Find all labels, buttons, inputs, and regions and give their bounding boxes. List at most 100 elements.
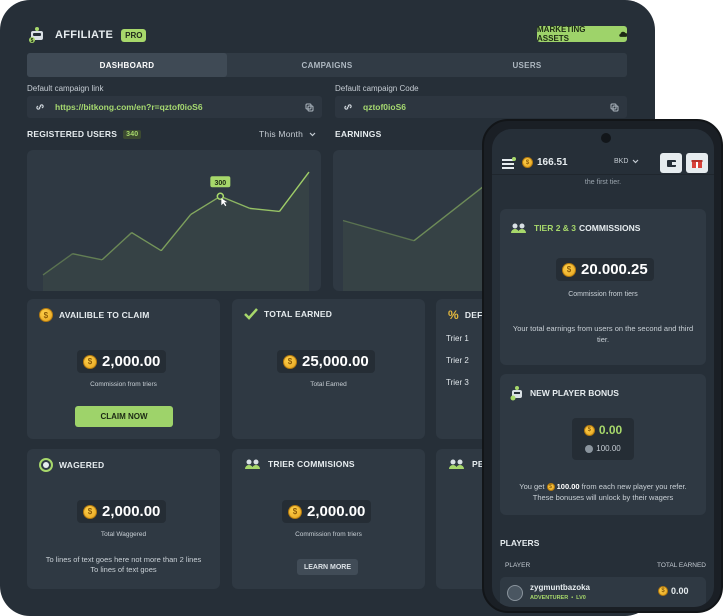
phone-frame: $ 166.51 BKD the first tier. TIER 2 & 3 …: [482, 119, 723, 613]
phone-topbar: $ 166.51 BKD: [492, 129, 714, 175]
wallet-balance: $ 166.51: [522, 157, 568, 168]
currency-select[interactable]: BKD: [614, 158, 639, 165]
trier-1: Trier 1: [446, 334, 469, 343]
trier-2: Trier 2: [446, 356, 469, 365]
avatar: [507, 585, 523, 601]
total-earned-value: 25,000.00: [302, 353, 369, 370]
users-group-icon: [511, 223, 526, 233]
cloud-download-icon: [618, 31, 627, 37]
link-icon: [344, 104, 352, 110]
wager-chip-icon: [39, 458, 53, 472]
campaign-link-label: Default campaign link: [27, 84, 104, 93]
gift-icon: [691, 160, 703, 168]
chart-segment: [220, 195, 251, 210]
total-earned-amount: $ 25,000.00: [277, 350, 375, 373]
chart-segment: [72, 253, 103, 261]
check-icon: [244, 308, 258, 320]
balance-value: 166.51: [537, 157, 568, 168]
trier-commisions-sub: Commission from triers: [295, 531, 362, 538]
player-row[interactable]: zygmuntbazoka ADVENTURER • LV0 $ 0.00: [500, 577, 706, 607]
player-amount-value: 0.00: [671, 586, 689, 596]
robot-logo-icon: $: [29, 27, 43, 44]
coin-icon: $: [583, 424, 595, 436]
rank-separator: •: [571, 595, 574, 601]
link-icon: [36, 104, 44, 110]
tab-dashboard[interactable]: DASHBOARD: [27, 53, 227, 77]
available-amount-value: 2,000.00: [102, 353, 161, 370]
earnings-title: EARNINGS: [335, 129, 382, 139]
camera-notch: [601, 133, 611, 143]
period-select[interactable]: This Month: [259, 129, 316, 139]
registered-users-label: REGISTERED USERS: [27, 129, 118, 139]
chart-segment: [101, 232, 133, 261]
wallet-button[interactable]: [660, 153, 682, 173]
menu-icon[interactable]: [502, 157, 516, 169]
tier-sub: Commission from tiers: [568, 291, 638, 298]
tier-commissions-card: TIER 2 & 3 COMMISSIONS $ 20.000.25 Commi…: [500, 209, 706, 365]
coin-icon: $: [83, 354, 97, 369]
campaign-link-field[interactable]: https://bitkong.com/en?r=qztof0ioS6: [27, 96, 322, 118]
wagered-label: WAGERED: [59, 460, 105, 470]
wagered-title: WAGERED: [39, 458, 104, 472]
users-group-icon: [245, 459, 260, 469]
chart-segment: [131, 231, 162, 252]
bonus-desc-line2: These bonuses will unlock by their wager…: [532, 493, 674, 502]
marketing-assets-button[interactable]: MARKETING ASSETS: [537, 25, 627, 43]
total-earned-card: TOTAL EARNED $ 25,000.00 Total Earned: [232, 299, 425, 439]
tier-commissions-title: TIER 2 & 3 COMMISSIONS: [510, 222, 640, 234]
coin-icon: $: [546, 483, 555, 492]
player-column-header: PLAYER: [505, 562, 531, 569]
total-earned-title: TOTAL EARNED: [244, 308, 332, 320]
campaign-code-value: qztof0ioS6: [363, 102, 406, 112]
currency-value: BKD: [614, 158, 629, 165]
bonus-amount-value: 0.00: [598, 423, 623, 437]
main-tabs: DASHBOARD CAMPAIGNS USERS: [27, 53, 627, 77]
trier-3: Trier 3: [446, 378, 469, 387]
player-rank-label: ADVENTURER: [530, 595, 569, 601]
bonus-desc-suffix: from each new player you refer.: [581, 482, 687, 491]
new-player-bonus-card: NEW PLAYER BONUS $ 0.00 100.00 You get $…: [500, 374, 706, 515]
trier-commisions-value: 2,000.00: [307, 503, 366, 520]
campaign-code-field[interactable]: qztof0ioS6: [335, 96, 627, 118]
copy-icon[interactable]: [610, 103, 619, 112]
wagered-note: To lines of text goes here not more than…: [45, 555, 202, 574]
bonus-desc: You get $ 100.00 from each new player yo…: [506, 481, 700, 503]
bonus-locked-amount: 100.00: [572, 444, 634, 453]
marketing-assets-label: MARKETING ASSETS: [537, 25, 586, 43]
player-level: LV0: [576, 595, 586, 601]
coin-icon: $: [522, 157, 533, 168]
cursor-icon: [221, 198, 228, 207]
chart-segment: [413, 184, 486, 242]
registered-users-count: 340: [123, 129, 142, 139]
period-select-value: This Month: [259, 129, 304, 139]
player-amount: $ 0.00: [658, 586, 689, 596]
total-earned-sub: Total Earned: [310, 381, 347, 388]
chart-segment: [190, 195, 221, 216]
coin-icon: $: [39, 308, 53, 322]
tab-users[interactable]: USERS: [512, 60, 542, 70]
trier-commisions-amount: $ 2,000.00: [282, 500, 372, 523]
claim-now-button[interactable]: CLAIM NOW: [75, 406, 173, 427]
trier-commisions-card: TRIER COMMISIONS $ 2,000.00 Commission f…: [232, 449, 425, 589]
campaign-code-label: Default campaign Code: [335, 84, 419, 93]
available-title: $ AVAILIBLE TO CLAIM: [39, 308, 149, 322]
tab-campaigns[interactable]: CAMPAIGNS: [301, 60, 353, 70]
learn-more-button[interactable]: LEARN MORE: [297, 559, 358, 575]
coin-icon: $: [83, 504, 97, 519]
coin-icon: $: [288, 504, 302, 519]
coin-icon: $: [283, 354, 297, 369]
wagered-amount: $ 2,000.00: [77, 500, 167, 523]
chart-tooltip: [210, 176, 231, 188]
coin-icon: $: [658, 586, 668, 596]
per-title-label: PER: [472, 459, 490, 469]
copy-icon[interactable]: [305, 103, 314, 112]
trier-commisions-title: TRIER COMMISIONS: [244, 458, 355, 470]
gift-button[interactable]: [686, 153, 708, 173]
chart-segment: [42, 253, 73, 276]
player-rank: ADVENTURER • LV0: [530, 595, 586, 601]
bonus-secondary-value: 100.00: [596, 444, 621, 453]
users-group-icon: [449, 459, 464, 469]
chart-point[interactable]: [216, 192, 225, 201]
bonus-amount-box: $ 0.00 100.00: [572, 418, 634, 460]
available-sub: Commission from triers: [90, 381, 157, 388]
